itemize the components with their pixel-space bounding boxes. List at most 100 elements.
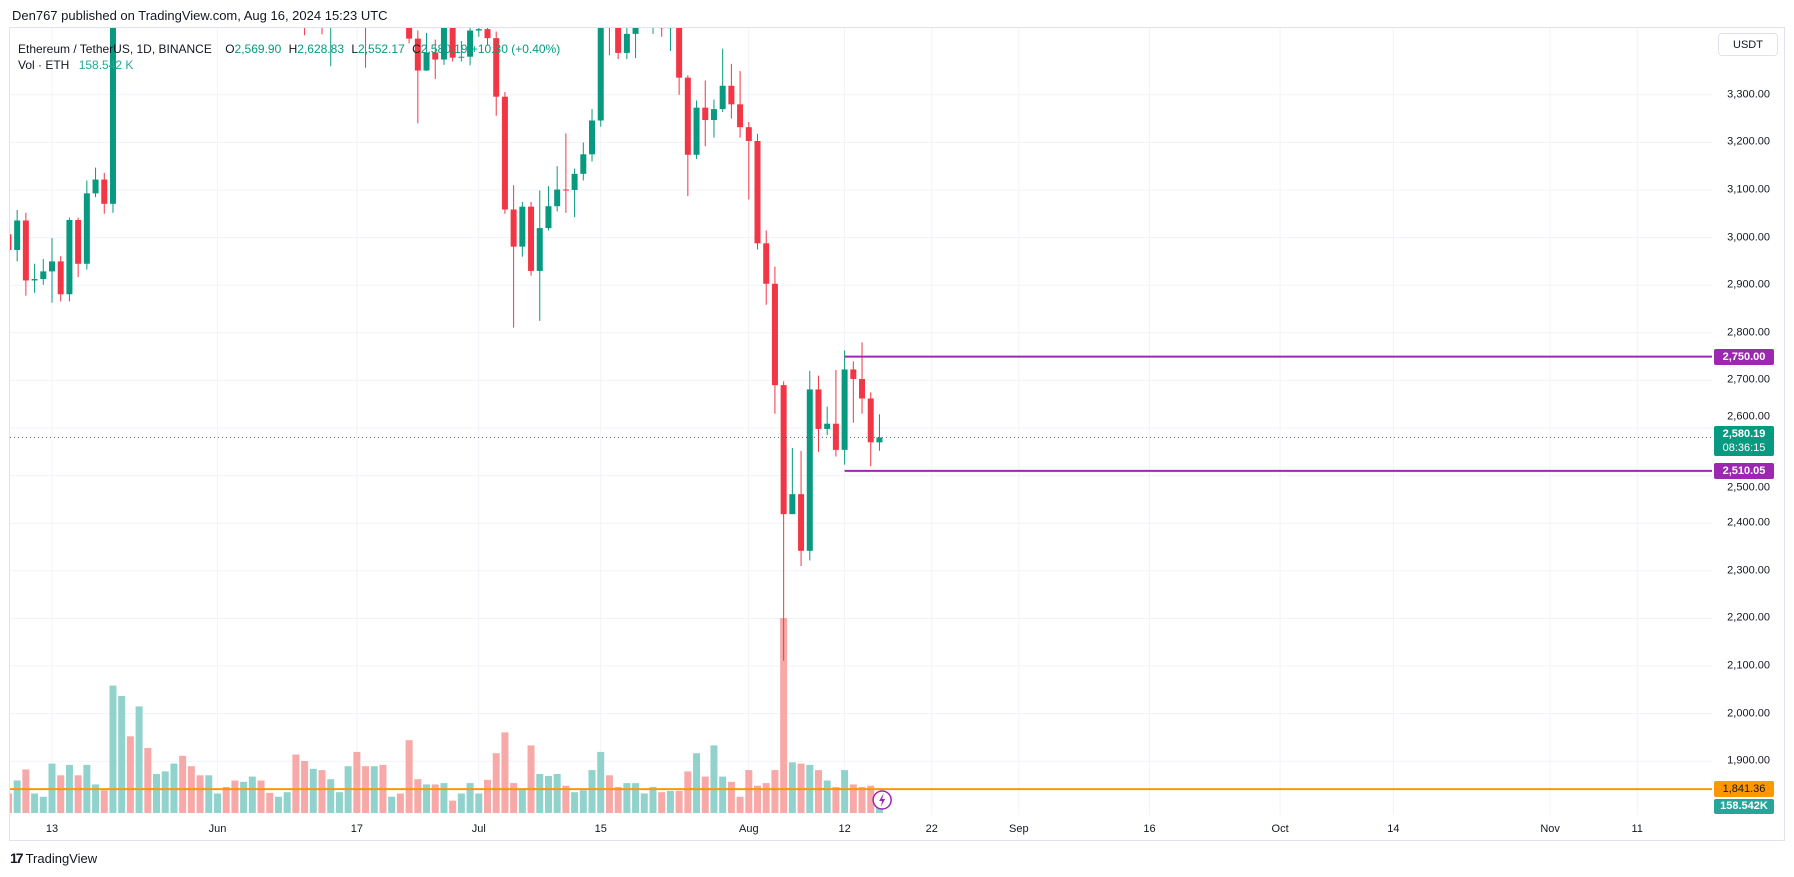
volume-bar: [423, 784, 431, 813]
volume-bar: [318, 770, 326, 813]
volume-bar: [266, 792, 274, 813]
level-price-tag[interactable]: 2,510.05: [1714, 462, 1774, 479]
time-tick-label: 14: [1387, 823, 1400, 835]
price-tick-label: 3,000.00: [1727, 231, 1770, 244]
volume-bar: [274, 796, 282, 813]
level-price-tag[interactable]: 2,750.00: [1714, 348, 1774, 365]
candle-body: [806, 389, 813, 551]
candle-body: [432, 52, 439, 60]
price-tick-label: 2,700.00: [1727, 373, 1770, 386]
open-value: 2,569.90: [234, 42, 282, 56]
open-key: O: [225, 42, 235, 56]
volume-bar: [823, 780, 831, 813]
volume-bar: [414, 779, 422, 813]
volume-bar: [13, 780, 21, 813]
countdown-timer: 08:36:15: [1722, 442, 1766, 455]
high-value: 2,628.83: [297, 42, 344, 56]
candle-body: [606, 7, 612, 27]
symbol-name[interactable]: Ethereum / TetherUS, 1D, BINANCE: [18, 42, 212, 56]
candle-body: [745, 127, 752, 141]
low-key: L: [351, 42, 359, 56]
logo-text: TradingView: [25, 850, 98, 866]
volume-bar: [457, 793, 465, 813]
time-tick-label: 15: [594, 823, 607, 835]
candle-body: [397, 0, 403, 5]
candle-body: [589, 120, 596, 155]
candle-body: [109, 28, 116, 204]
volume-bar: [144, 748, 152, 813]
time-tick-label: Oct: [1271, 823, 1289, 835]
volume-bar: [135, 706, 143, 813]
change-value: +10.30 (+0.40%): [470, 42, 561, 56]
candle-body: [475, 29, 482, 31]
volume-bar: [388, 796, 396, 813]
volume-bar: [510, 783, 518, 813]
volume-bar: [309, 768, 317, 813]
chart-frame[interactable]: [9, 27, 1785, 841]
time-tick-label: Jul: [471, 823, 486, 835]
volume-bar: [126, 736, 134, 813]
volume-bar: [196, 775, 204, 813]
volume-bar: [292, 754, 300, 813]
candle-body: [702, 107, 709, 121]
candle-body: [580, 154, 587, 174]
candle-body: [101, 179, 108, 204]
volume-bar: [405, 740, 413, 813]
volume-bar: [327, 779, 335, 813]
candle-body: [780, 385, 787, 515]
volume-price-tag[interactable]: 158.542K: [1714, 798, 1774, 814]
volume-bar: [605, 775, 613, 813]
candle-body: [406, 28, 413, 39]
volume-bar: [754, 785, 762, 813]
volume-bar: [100, 790, 108, 813]
currency-button[interactable]: USDT: [1718, 33, 1778, 56]
time-tick-label: 12: [838, 823, 851, 835]
last-price-tag[interactable]: 2,580.19 08:36:15: [1714, 426, 1774, 457]
volume-bar: [675, 790, 683, 813]
candle-body: [49, 261, 55, 272]
volume-bar: [10, 793, 12, 813]
candle-body: [31, 279, 38, 281]
volume-bar: [22, 769, 30, 813]
candle-body: [632, 28, 639, 34]
volume-bar: [222, 787, 230, 813]
lightning-icon-glyph: [879, 793, 886, 807]
volume-bar: [867, 785, 875, 813]
price-tick-label: 1,900.00: [1727, 754, 1770, 767]
candle-body: [710, 109, 717, 121]
candle-body: [467, 30, 474, 57]
volume-bar: [649, 787, 657, 813]
candle-body: [850, 369, 857, 379]
price-tick-label: 2,100.00: [1727, 659, 1770, 672]
time-tick-label: 13: [45, 823, 59, 835]
horizontal-line-price-tag[interactable]: 1,841.36: [1714, 781, 1774, 798]
close-key: C: [412, 42, 421, 56]
volume-bar: [571, 792, 579, 813]
candles: [10, 0, 883, 661]
volume-bar: [788, 762, 796, 813]
volume-bar: [719, 776, 727, 813]
volume-bar: [579, 790, 587, 813]
volume-bar: [614, 787, 622, 813]
high-key: H: [288, 42, 298, 56]
price-tick-label: 3,200.00: [1727, 135, 1770, 148]
volume-indicator-name[interactable]: Vol · ETH: [18, 58, 70, 72]
candle-body: [623, 33, 630, 53]
candle-body: [22, 220, 29, 281]
candle-body: [484, 29, 491, 39]
candle-body: [519, 206, 526, 247]
volume-bar: [283, 792, 291, 813]
symbol-legend: Ethereum / TetherUS, 1D, BINANCE O2,569.…: [18, 42, 560, 56]
volume-bar: [771, 770, 779, 813]
close-value: 2,580.19: [420, 42, 468, 56]
volume-bar: [492, 753, 500, 813]
volume-bar: [257, 780, 265, 813]
published-caption: Den767 published on TradingView.com, Aug…: [12, 8, 388, 23]
tradingview-logo[interactable]: 17 TradingView: [10, 850, 97, 866]
time-tick-label: Sep: [1009, 823, 1029, 835]
volume-bar: [475, 793, 483, 813]
candle-body: [763, 243, 770, 284]
candle-body: [536, 228, 543, 271]
grid: [10, 28, 1712, 815]
